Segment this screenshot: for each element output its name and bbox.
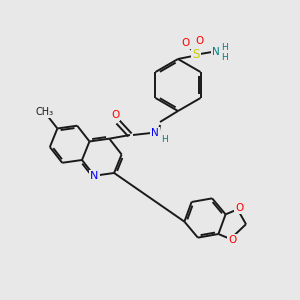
- Text: O: O: [182, 38, 190, 48]
- Text: O: O: [196, 36, 204, 46]
- Text: N: N: [151, 128, 159, 138]
- Text: H: H: [220, 44, 227, 52]
- Text: O: O: [228, 235, 237, 245]
- Text: N: N: [90, 171, 98, 181]
- Text: S: S: [192, 49, 200, 62]
- Text: O: O: [236, 203, 244, 213]
- Text: O: O: [111, 110, 119, 120]
- Text: H: H: [220, 52, 227, 62]
- Text: CH₃: CH₃: [35, 107, 53, 117]
- Text: N: N: [212, 47, 220, 57]
- Text: H: H: [162, 134, 168, 143]
